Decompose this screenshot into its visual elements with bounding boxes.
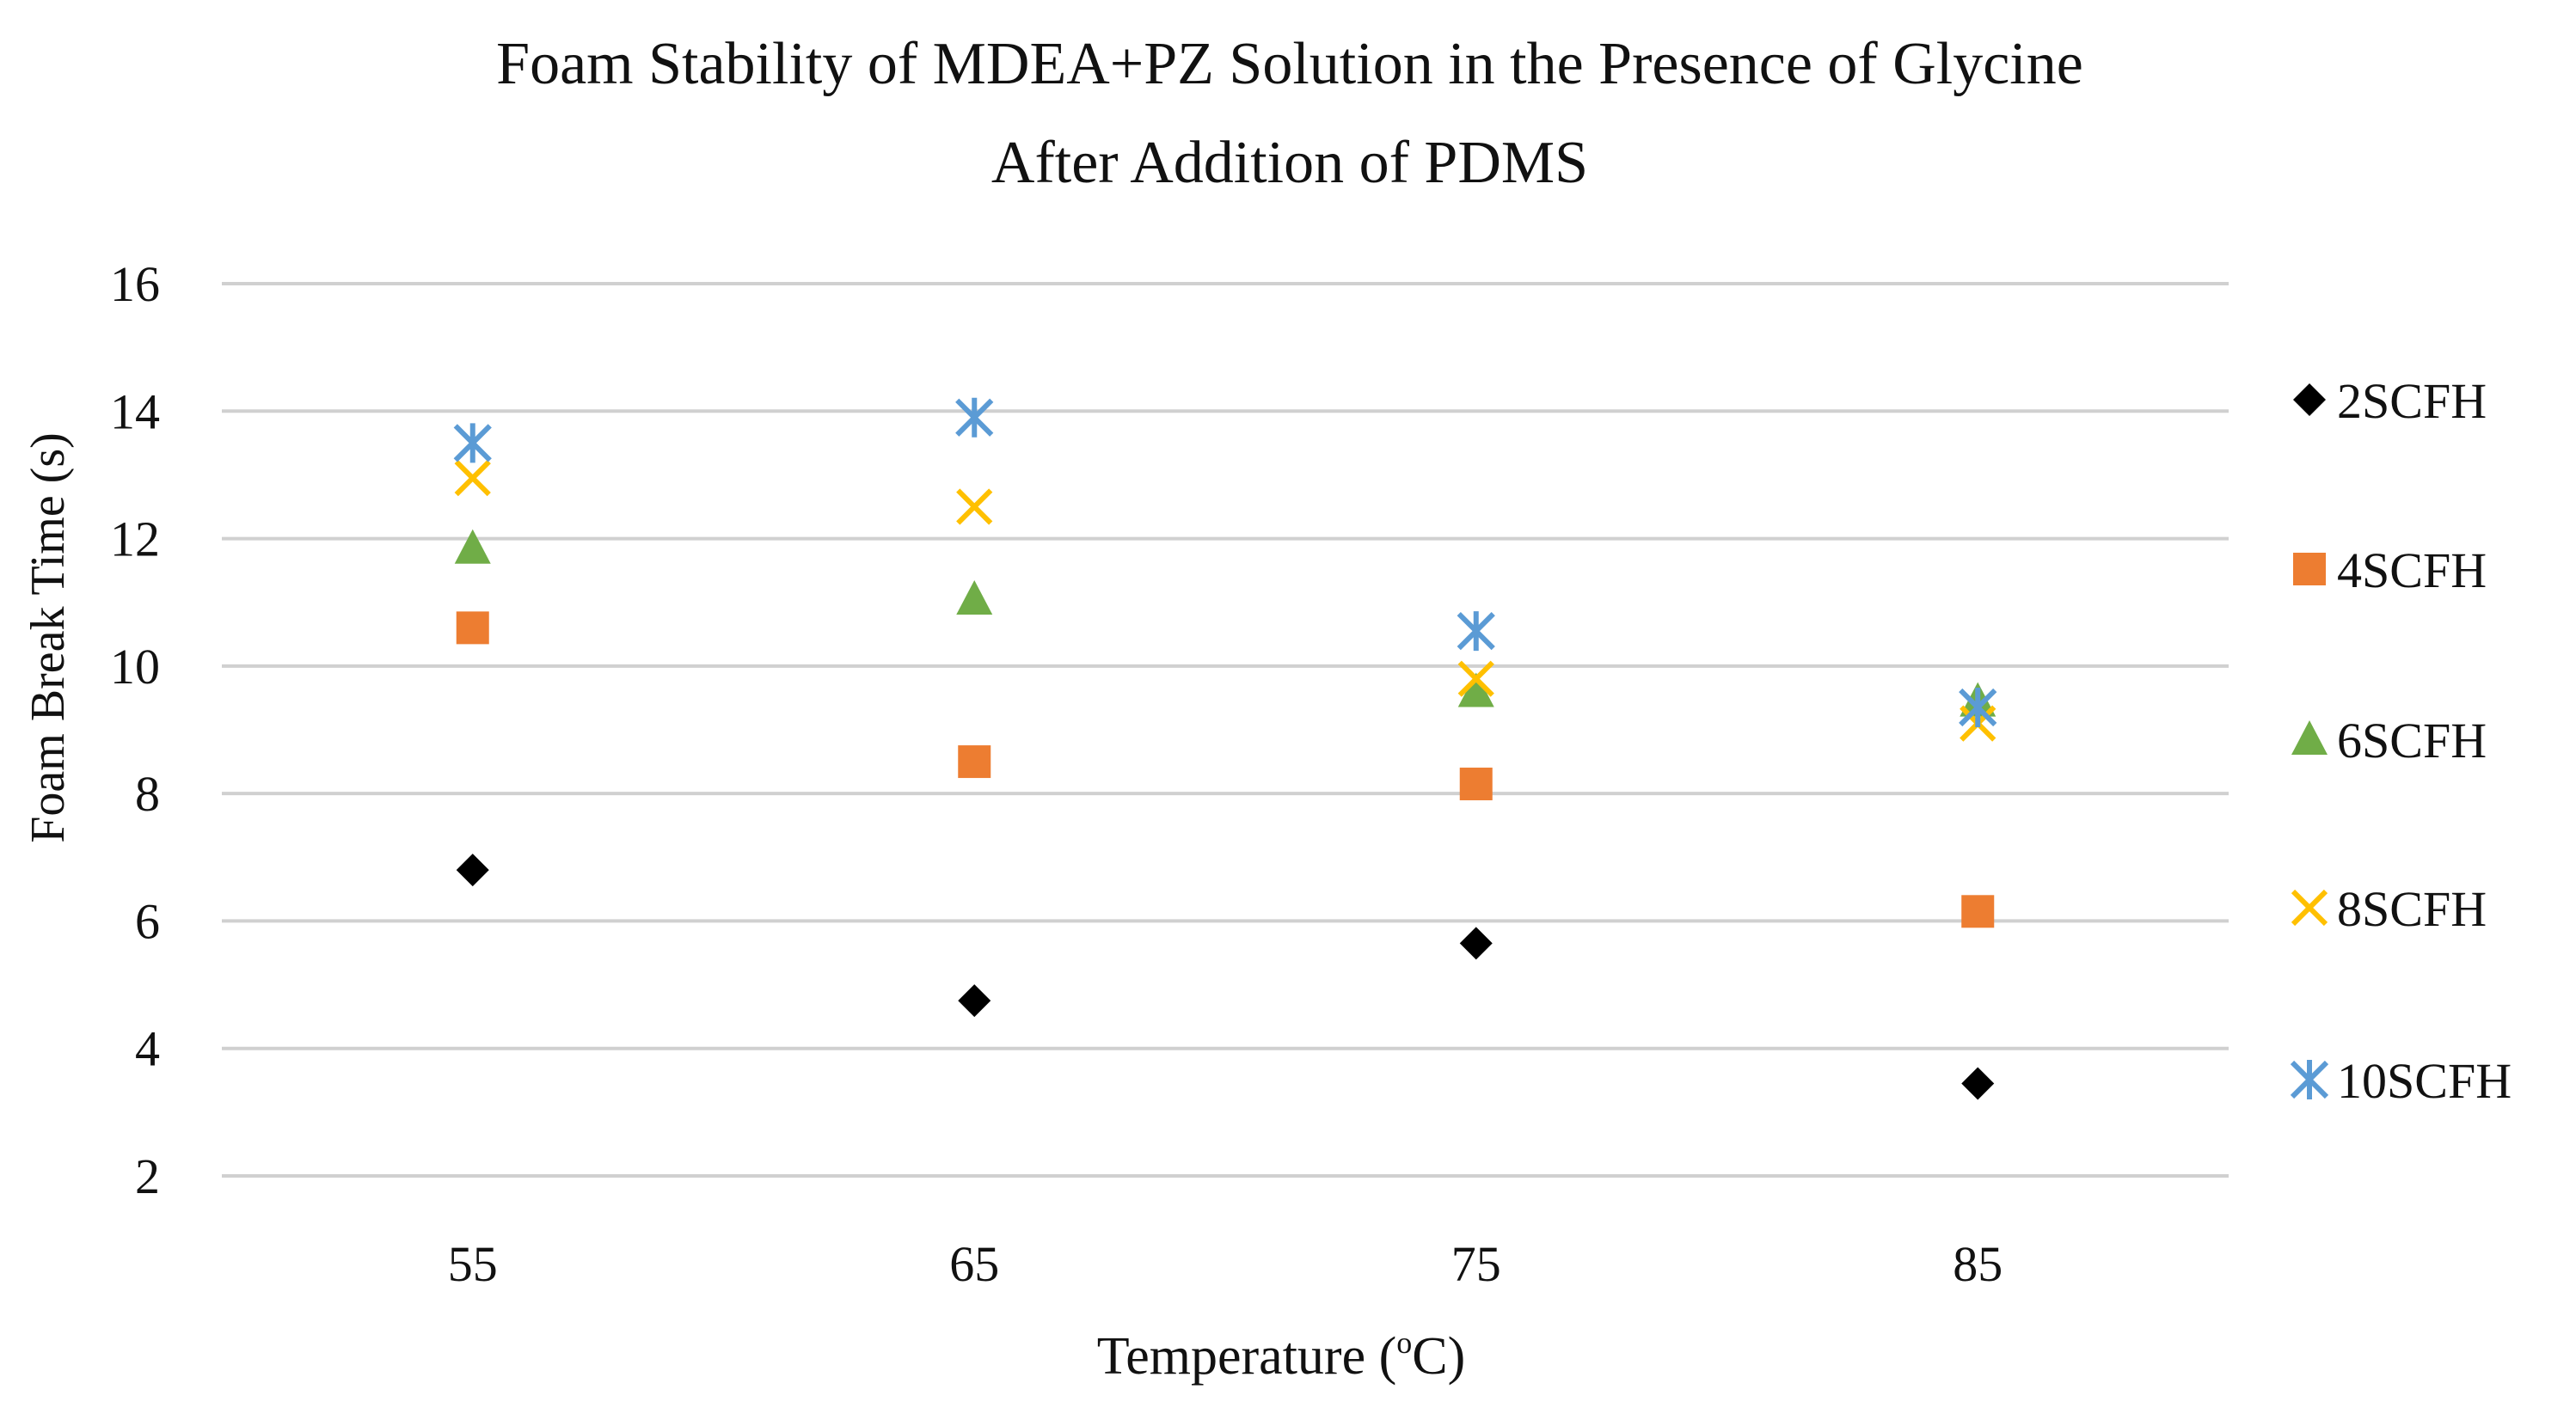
y-tick-label-12: 12 bbox=[110, 511, 160, 567]
y-tick-label-6: 6 bbox=[135, 893, 160, 949]
legend-label-2SCFH: 2SCFH bbox=[2337, 373, 2487, 429]
x-axis-label: Temperature (oC) bbox=[1097, 1325, 1466, 1386]
series-2SCFH bbox=[456, 854, 1995, 1100]
point-8SCFH-55 bbox=[454, 460, 491, 497]
y-tick-label-2: 2 bbox=[135, 1148, 160, 1204]
series-6SCFH bbox=[454, 529, 1996, 717]
legend-label-10SCFH: 10SCFH bbox=[2337, 1053, 2512, 1109]
legend-item-4SCFH: 4SCFH bbox=[2293, 542, 2487, 598]
series-8SCFH bbox=[454, 460, 1996, 742]
x-tick-label-55: 55 bbox=[448, 1236, 498, 1292]
point-4SCFH-65 bbox=[958, 745, 991, 779]
chart-title: Foam Stability of MDEA+PZ Solution in th… bbox=[496, 31, 2083, 97]
legend-marker-4SCFH bbox=[2293, 553, 2326, 585]
x-axis-label-degree: o bbox=[1396, 1325, 1412, 1360]
gridlines bbox=[222, 282, 2229, 1178]
y-tick-label-8: 8 bbox=[135, 766, 160, 822]
point-4SCFH-55 bbox=[456, 611, 489, 645]
legend-label-4SCFH: 4SCFH bbox=[2337, 542, 2487, 598]
legend-marker-2SCFH bbox=[2293, 383, 2326, 416]
point-2SCFH-75 bbox=[1459, 927, 1493, 960]
point-4SCFH-75 bbox=[1459, 768, 1493, 801]
x-tick-label-65: 65 bbox=[949, 1236, 999, 1292]
y-tick-label-4: 4 bbox=[135, 1021, 160, 1077]
legend-marker-10SCFH bbox=[2290, 1060, 2329, 1099]
point-6SCFH-75 bbox=[1457, 672, 1494, 707]
point-8SCFH-75 bbox=[1457, 660, 1494, 697]
legend-item-2SCFH: 2SCFH bbox=[2293, 373, 2487, 429]
legend-label-6SCFH: 6SCFH bbox=[2337, 713, 2487, 768]
x-tick-label-75: 75 bbox=[1451, 1236, 1501, 1292]
y-tick-label-14: 14 bbox=[110, 383, 160, 439]
y-tick-label-16: 16 bbox=[110, 256, 160, 312]
point-10SCFH-75 bbox=[1457, 611, 1495, 652]
legend-item-6SCFH: 6SCFH bbox=[2291, 713, 2487, 768]
point-6SCFH-65 bbox=[956, 580, 993, 615]
x-axis-label-prefix: Temperature ( bbox=[1097, 1327, 1397, 1386]
data-points bbox=[453, 397, 1997, 1100]
legend-item-8SCFH: 8SCFH bbox=[2291, 881, 2487, 937]
y-axis-label: Foam Break Time (s) bbox=[21, 432, 75, 843]
point-2SCFH-65 bbox=[958, 984, 991, 1018]
point-10SCFH-55 bbox=[453, 423, 492, 463]
x-axis-tick-labels: 55 65 75 85 bbox=[448, 1236, 2003, 1292]
point-10SCFH-65 bbox=[955, 397, 994, 438]
x-axis-label-suffix: C) bbox=[1412, 1327, 1465, 1386]
legend-label-8SCFH: 8SCFH bbox=[2337, 881, 2487, 937]
legend-marker-6SCFH bbox=[2291, 720, 2328, 755]
series-10SCFH bbox=[453, 397, 1997, 728]
point-8SCFH-65 bbox=[956, 488, 993, 525]
series-4SCFH bbox=[456, 611, 1995, 928]
x-tick-label-85: 85 bbox=[1953, 1236, 2003, 1292]
point-10SCFH-85 bbox=[1959, 688, 1997, 728]
legend: 2SCFH 4SCFH 6SCFH 8SCFH 10SCFH bbox=[2290, 373, 2512, 1109]
legend-item-10SCFH: 10SCFH bbox=[2290, 1053, 2512, 1109]
chart-subtitle: After Addition of PDMS bbox=[991, 130, 1588, 196]
y-axis-tick-labels: 2 4 6 8 10 12 14 16 bbox=[110, 256, 160, 1204]
point-2SCFH-55 bbox=[456, 854, 489, 887]
point-4SCFH-85 bbox=[1961, 895, 1995, 928]
point-6SCFH-55 bbox=[454, 529, 491, 564]
y-tick-label-10: 10 bbox=[110, 639, 160, 695]
point-2SCFH-85 bbox=[1961, 1067, 1995, 1100]
legend-marker-8SCFH bbox=[2291, 889, 2328, 927]
